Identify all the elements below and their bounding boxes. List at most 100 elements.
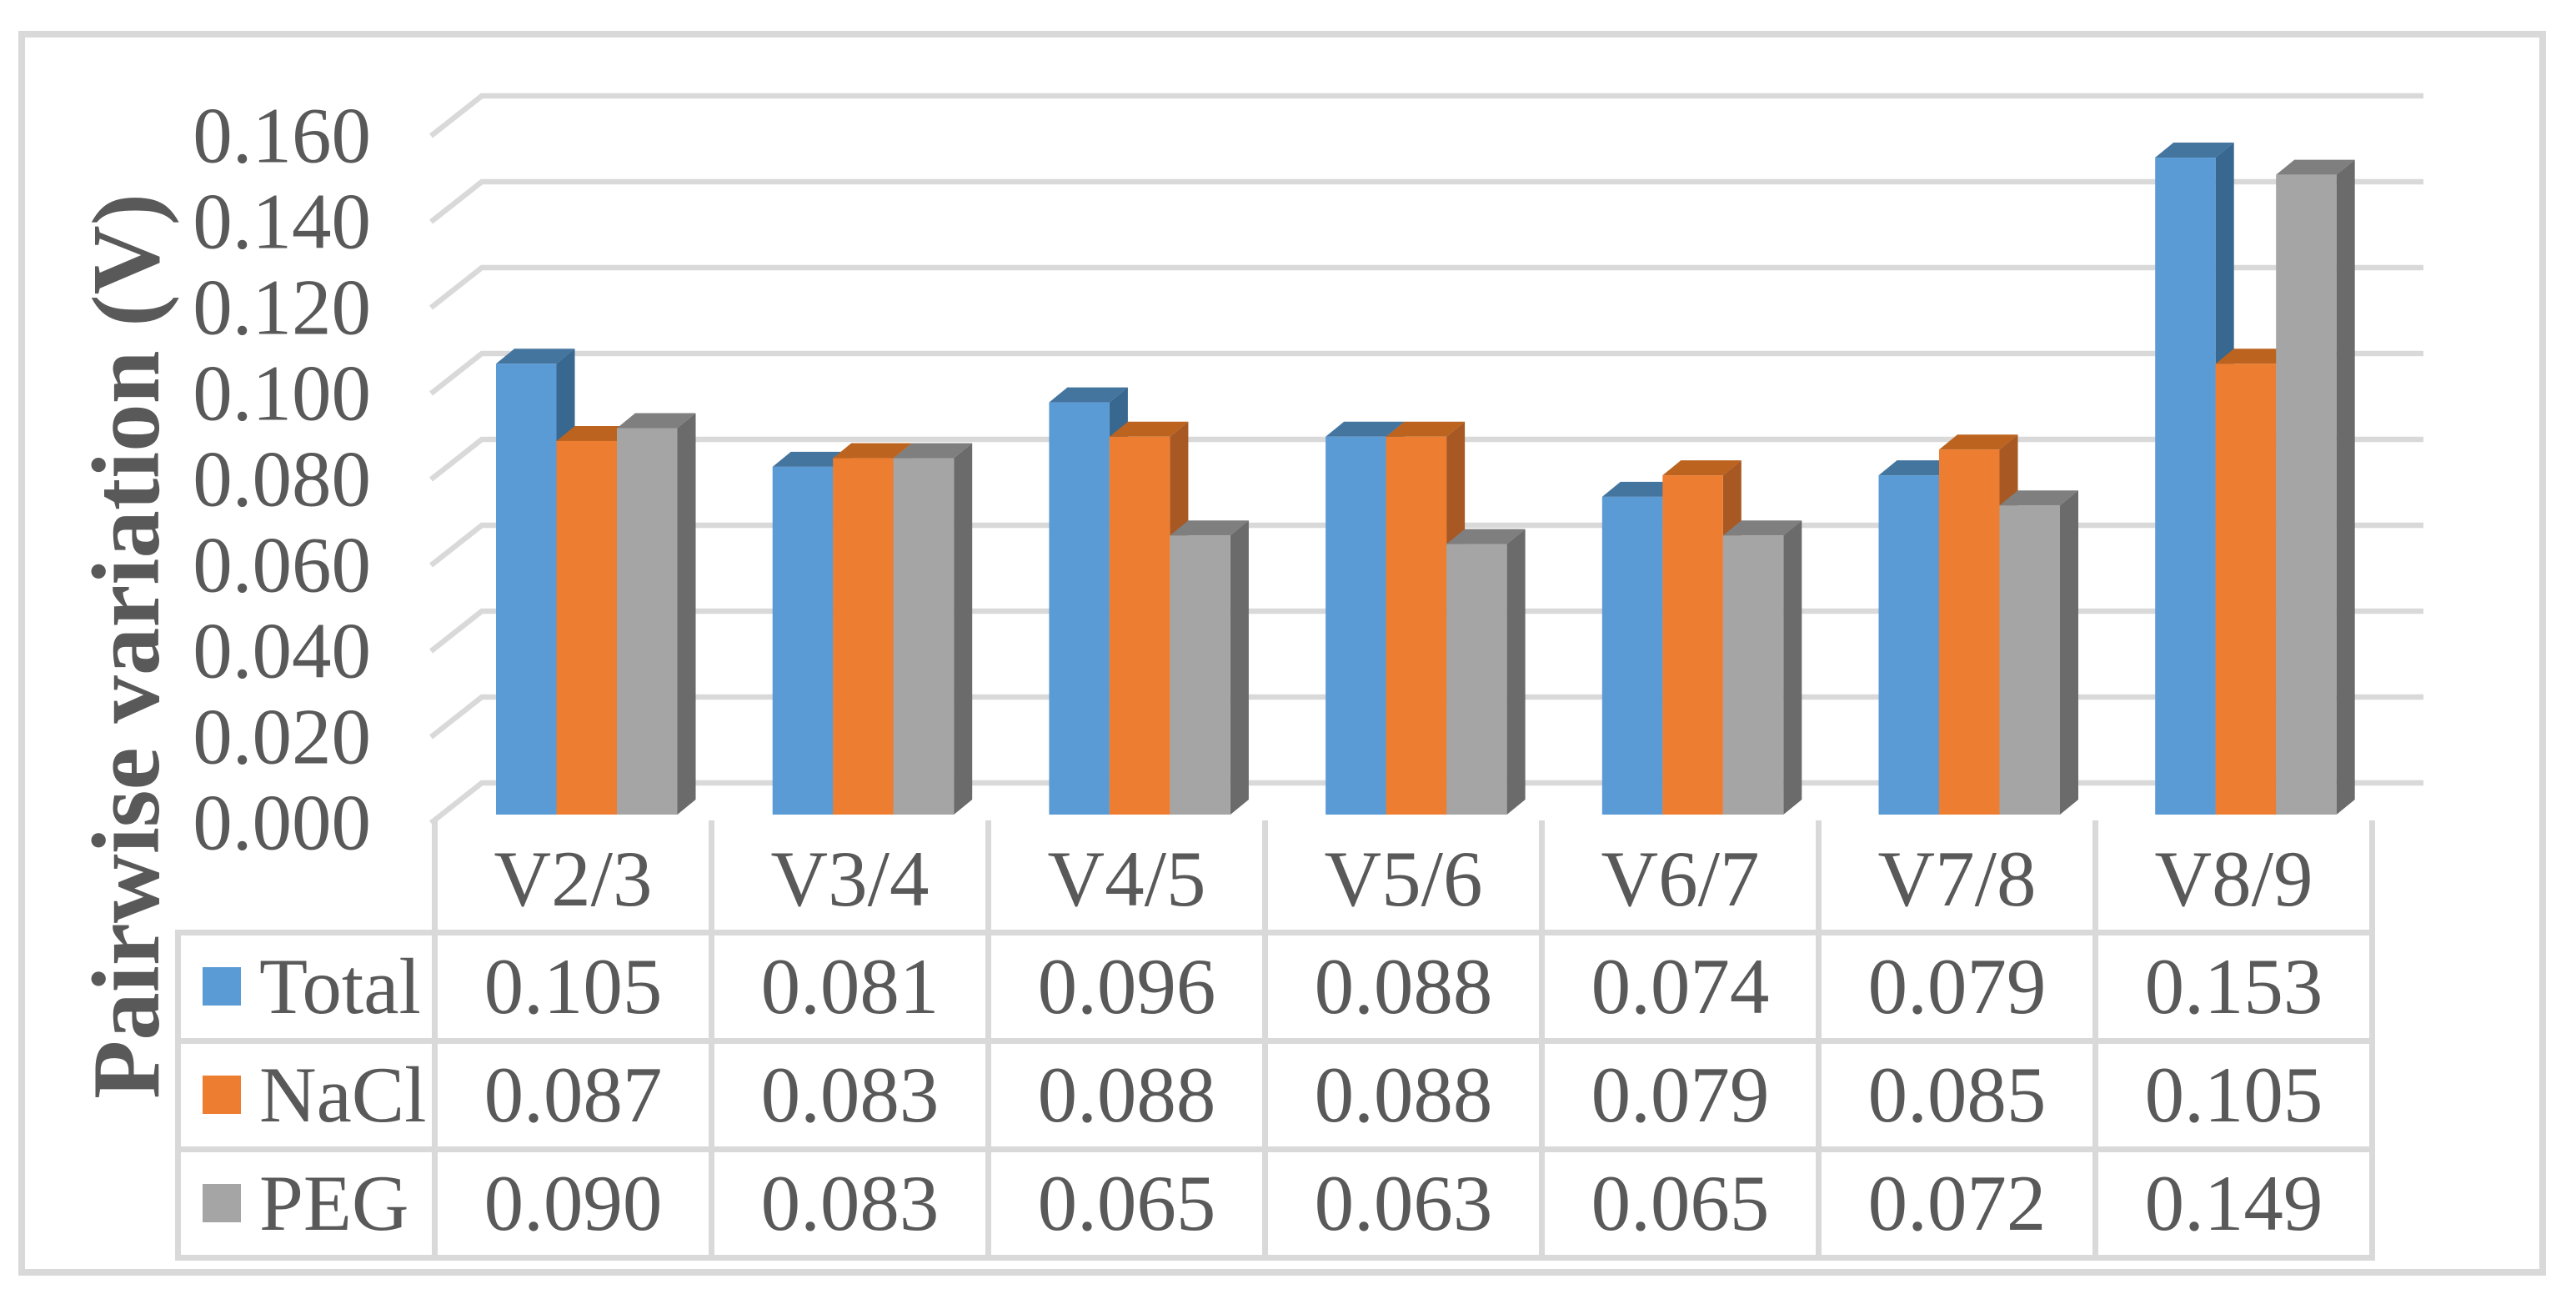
bar-top-total-v5-6 [1326, 421, 1405, 437]
series-name: PEG [259, 1159, 409, 1247]
table-row-peg: PEG 0.090 0.083 0.065 0.063 0.065 0.072 0.149 [175, 1146, 2375, 1261]
series-name: NaCl [259, 1051, 427, 1139]
category-label: V2/3 [432, 820, 714, 935]
value-cell: 0.072 [1816, 1146, 2098, 1261]
bar-side-peg-v6-7 [1783, 520, 1802, 815]
bar-top-peg-v4-5 [1170, 520, 1249, 536]
value-cell: 0.083 [709, 1146, 991, 1261]
bar-total-v8-9 [2155, 158, 2216, 815]
bar-top-peg-v8-9 [2276, 159, 2355, 175]
legend-swatch-nacl-icon [203, 1076, 241, 1114]
gridline [428, 350, 2423, 396]
bar-top-peg-v2-3 [617, 413, 696, 429]
bar-total-v7-8 [1878, 475, 1939, 815]
gridline [428, 264, 2423, 310]
y-tick-label: 0.160 [193, 91, 371, 180]
y-tick-label: 0.120 [193, 263, 371, 352]
gridline [428, 93, 2423, 138]
bar-top-total-v4-5 [1049, 387, 1128, 403]
legend-swatch-total-icon [203, 967, 241, 1006]
bar-top-total-v7-8 [1878, 460, 1957, 476]
value-cell: 0.065 [1539, 1146, 1822, 1261]
value-cell: 0.081 [709, 929, 991, 1044]
bar-total-v3-4 [772, 466, 834, 815]
bar-top-nacl-v8-9 [2215, 349, 2295, 364]
bar-total-v4-5 [1049, 402, 1110, 815]
bar-nacl-v8-9 [2215, 364, 2277, 815]
value-cell: 0.083 [709, 1037, 991, 1152]
y-tick-label: 0.100 [193, 349, 371, 438]
series-name: Total [259, 942, 421, 1031]
value-cell: 0.088 [1262, 929, 1545, 1044]
category-header-row: V2/3 V3/4 V4/5 V5/6 V6/7 V7/8 V8/9 [178, 820, 2375, 935]
legend-swatch-peg-icon [203, 1184, 241, 1222]
figure-border [18, 31, 2546, 1276]
bar-top-peg-v6-7 [1722, 520, 1802, 536]
bar-top-peg-v3-4 [893, 443, 973, 459]
series-row-header: Total [175, 929, 438, 1044]
value-cell: 0.153 [2092, 929, 2375, 1044]
bar-nacl-v5-6 [1386, 436, 1447, 815]
category-label: V4/5 [985, 820, 1268, 935]
series-row-header: PEG [175, 1146, 438, 1261]
y-tick-label: 0.140 [193, 177, 371, 266]
bar-peg-v5-6 [1446, 544, 1507, 815]
value-cell: 0.090 [432, 1146, 714, 1261]
category-label: V3/4 [709, 820, 991, 935]
value-cell: 0.105 [432, 929, 714, 1044]
value-cell: 0.085 [1816, 1037, 2098, 1152]
bar-total-v6-7 [1601, 496, 1663, 815]
category-label: V6/7 [1539, 820, 1822, 935]
bar-nacl-v3-4 [833, 458, 894, 815]
bar-side-peg-v7-8 [2060, 490, 2078, 815]
bar-top-nacl-v2-3 [556, 425, 635, 441]
bar-nacl-v7-8 [1939, 449, 2000, 815]
bar-top-nacl-v3-4 [833, 443, 912, 459]
value-cell: 0.079 [1539, 1037, 1822, 1152]
bar-top-nacl-v6-7 [1662, 460, 1742, 476]
bar-peg-v3-4 [893, 458, 955, 815]
bar-side-peg-v8-9 [2336, 159, 2355, 815]
value-cell: 0.096 [985, 929, 1268, 1044]
bar-top-total-v6-7 [1601, 481, 1681, 497]
bar-top-nacl-v4-5 [1109, 421, 1189, 437]
bar-top-total-v3-4 [772, 451, 852, 467]
bar-top-total-v2-3 [496, 349, 575, 364]
category-label: V8/9 [2092, 820, 2375, 935]
bar-top-total-v8-9 [2155, 143, 2234, 158]
bar-top-nacl-v5-6 [1386, 421, 1466, 437]
value-cell: 0.079 [1816, 929, 2098, 1044]
chart-data-table: V2/3 V3/4 V4/5 V5/6 V6/7 V7/8 V8/9 Total 0.105 0.… [175, 820, 2375, 1261]
bar-top-peg-v7-8 [1999, 490, 2078, 506]
bar-total-v2-3 [496, 364, 557, 815]
bar-peg-v2-3 [617, 428, 678, 815]
value-cell: 0.149 [2092, 1146, 2375, 1261]
bar-side-peg-v5-6 [1506, 529, 1526, 815]
y-tick-label: 0.000 [193, 778, 371, 867]
category-label: V7/8 [1816, 820, 2098, 935]
y-tick-label: 0.040 [193, 606, 371, 695]
category-label: V5/6 [1262, 820, 1545, 935]
table-corner-cell [178, 820, 435, 932]
bar-nacl-v4-5 [1109, 436, 1170, 815]
gridline [428, 178, 2423, 224]
bar-peg-v8-9 [2276, 174, 2337, 815]
value-cell: 0.088 [1262, 1037, 1545, 1152]
value-cell: 0.065 [985, 1146, 1268, 1261]
gridline [428, 436, 2423, 482]
series-row-header: NaCl [175, 1037, 438, 1152]
value-cell: 0.105 [2092, 1037, 2375, 1152]
bar-side-peg-v2-3 [677, 413, 696, 815]
bar-nacl-v2-3 [556, 440, 617, 815]
bar-peg-v7-8 [1999, 505, 2060, 815]
y-tick-label: 0.080 [193, 434, 371, 524]
table-row-nacl: NaCl 0.087 0.083 0.088 0.088 0.079 0.085 0.105 [175, 1037, 2375, 1152]
table-row-total: Total 0.105 0.081 0.096 0.088 0.074 0.079 0.153 [175, 929, 2375, 1044]
bar-nacl-v6-7 [1662, 475, 1723, 815]
bar-total-v5-6 [1326, 436, 1386, 815]
bar-side-peg-v3-4 [954, 443, 973, 815]
bar-peg-v6-7 [1722, 535, 1784, 815]
bar-peg-v4-5 [1170, 535, 1230, 815]
bar-top-nacl-v7-8 [1939, 434, 2018, 450]
